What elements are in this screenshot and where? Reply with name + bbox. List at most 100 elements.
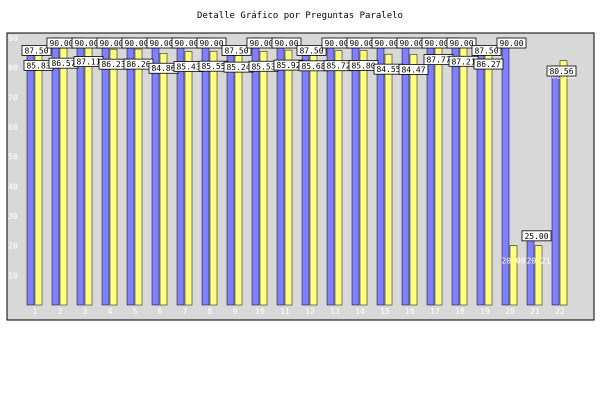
data-label-text: 87.21 (451, 57, 475, 66)
x-tick-label: 21 (530, 307, 540, 316)
data-label-text: 84.86 (151, 64, 175, 73)
data-label-text: 85.43 (176, 63, 200, 72)
bar-series-2 (434, 44, 443, 306)
bar-series-1 (376, 37, 385, 306)
bar-series-1 (151, 37, 160, 306)
bar-series-1 (51, 37, 60, 306)
bar-series-2 (284, 49, 293, 306)
data-label-text: 85.68 (301, 62, 325, 71)
x-tick-label: 6 (158, 307, 163, 316)
data-label-box (471, 45, 502, 56)
data-label-text: 85.24 (226, 63, 250, 72)
bar-series-1 (126, 37, 135, 306)
y-tick-label: 40 (8, 182, 18, 191)
bar-series-1 (276, 37, 285, 306)
data-label: 87.50 (471, 45, 502, 56)
data-label: 90.00 (446, 37, 477, 49)
data-label-text: 90.00 (424, 39, 448, 48)
x-tick-label: 22 (555, 307, 565, 316)
y-tick-label: 10 (8, 271, 18, 280)
bar-series-1 (476, 45, 485, 306)
bar-series-2 (134, 48, 143, 306)
bar-series-1 (251, 37, 260, 306)
x-tick-label: 1 (33, 307, 38, 316)
bar-series-2 (159, 52, 168, 306)
bar-series-1 (26, 45, 35, 306)
data-label: 90.00 (271, 37, 302, 49)
data-label-text: 25.00 (524, 232, 548, 241)
bar-series-1 (201, 37, 210, 306)
y-tick-label: 30 (8, 212, 18, 221)
data-label-text: 20.00 (501, 257, 525, 266)
x-tick-label: 15 (380, 307, 390, 316)
bar-series-2 (234, 51, 243, 306)
bar-series-1 (326, 37, 335, 306)
y-tick-label: 90 (8, 34, 18, 43)
data-label-text: 20.21 (526, 257, 550, 266)
bar-series-1 (101, 37, 110, 306)
data-label-text: 90.00 (74, 39, 98, 48)
data-label: 84.47 (398, 64, 429, 75)
data-label-box (473, 58, 504, 70)
data-label-text: 87.50 (224, 46, 248, 55)
data-label-box (21, 45, 52, 56)
data-label-text: 90.00 (349, 39, 373, 48)
bar-series-2 (259, 51, 268, 306)
x-tick-label: 5 (133, 307, 138, 316)
data-label-box (271, 37, 302, 49)
bar-series-2 (84, 46, 93, 306)
data-label: 25.00 (521, 230, 552, 242)
x-tick-label: 20 (505, 307, 515, 316)
x-tick-label: 13 (330, 307, 340, 316)
bar-series-2 (109, 48, 118, 306)
y-tick-label: 50 (8, 153, 18, 162)
data-label-text: 90.00 (499, 39, 523, 48)
data-label-text: 80.56 (549, 67, 573, 76)
y-tick-label: 80 (8, 64, 18, 73)
data-label-text: 90.00 (49, 39, 73, 48)
x-tick-label: 8 (208, 307, 213, 316)
data-label-text: 90.00 (399, 39, 423, 48)
y-tick-label: 20 (8, 242, 18, 251)
data-label: 87.50 (221, 45, 252, 56)
x-tick-label: 12 (305, 307, 315, 316)
data-label-text: 90.00 (249, 39, 273, 48)
data-label-text: 87.11 (76, 58, 100, 67)
data-label-text: 86.57 (51, 59, 75, 68)
data-label-text: 90.00 (374, 39, 398, 48)
bar-series-1 (551, 65, 560, 306)
x-tick-label: 16 (405, 307, 415, 316)
x-tick-label: 3 (83, 307, 88, 316)
data-label-box (296, 45, 327, 56)
x-tick-label: 19 (480, 307, 490, 316)
data-label-box (546, 65, 577, 77)
bar-series-2 (409, 54, 418, 306)
bar-series-2 (384, 53, 393, 306)
bar-series-1 (301, 45, 310, 306)
data-label-text: 90.00 (199, 39, 223, 48)
bar-series-2 (59, 47, 68, 306)
data-label-box (221, 45, 252, 56)
x-tick-label: 11 (280, 307, 290, 316)
data-label: 80.56 (546, 65, 577, 77)
bars-layer (26, 37, 568, 306)
x-tick-label: 10 (255, 307, 265, 316)
bar-series-2 (484, 48, 493, 306)
data-label: 90.00 (496, 37, 527, 49)
data-label-text: 86.23 (101, 60, 125, 69)
data-label: 86.27 (473, 58, 504, 70)
x-axis: 1 2 3 4 5 6 7 8 9 10 11 12 13 14 15 16 17 18 19 20 21 22 (33, 307, 565, 316)
data-label-box (398, 64, 429, 75)
data-label: 87.50 (21, 45, 52, 56)
bar-series-1 (76, 37, 85, 306)
data-label: 90.00 (196, 37, 227, 49)
x-tick-label: 14 (355, 307, 365, 316)
x-tick-label: 2 (58, 307, 63, 316)
bar-series-2 (34, 50, 43, 306)
bar-series-2 (559, 60, 568, 306)
chart-title: Detalle Gráfico por Preguntas Paralelo (197, 11, 403, 21)
y-axis: 10 20 30 40 50 60 70 80 90 (8, 34, 18, 280)
data-label-text: 86.27 (476, 60, 500, 69)
